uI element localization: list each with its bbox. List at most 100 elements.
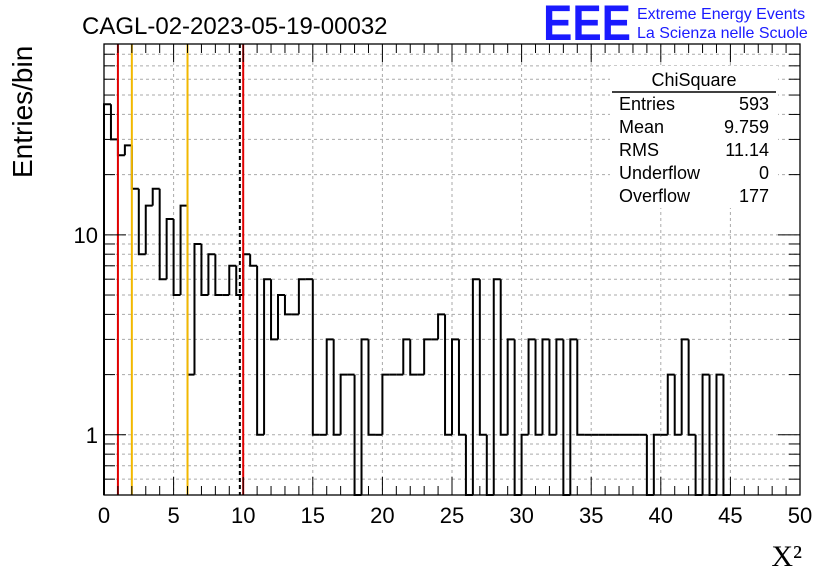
histogram-bin xyxy=(249,254,258,267)
histogram-bin xyxy=(409,339,418,376)
histogram-bin xyxy=(332,339,341,436)
histogram-bin xyxy=(673,374,682,436)
histogram-bin xyxy=(562,339,571,496)
histogram-bin xyxy=(172,218,181,297)
stats-label-mean: Mean xyxy=(619,117,664,137)
histogram-bin xyxy=(165,217,174,280)
x-tick-label: 50 xyxy=(788,503,812,528)
stats-value-underflow: 0 xyxy=(759,163,769,183)
histogram-bin xyxy=(144,204,153,255)
x-tick-label: 20 xyxy=(370,503,394,528)
histogram-bin xyxy=(652,433,661,495)
histogram-bin xyxy=(513,339,522,496)
histogram-bin xyxy=(527,338,536,435)
histogram-bin xyxy=(228,264,237,296)
histogram-bin xyxy=(277,294,285,340)
histogram-bin xyxy=(687,339,696,436)
histogram-bin xyxy=(270,279,278,341)
histogram-bin xyxy=(207,253,216,296)
histogram-bin xyxy=(186,205,195,376)
x-axis-label: X² xyxy=(771,540,802,572)
histogram-bin xyxy=(666,373,675,435)
histogram-bin xyxy=(534,339,543,436)
y-tick-label: 10 xyxy=(74,223,98,248)
x-tick-label: 35 xyxy=(579,503,603,528)
histogram-bin xyxy=(103,103,111,495)
reference-lines xyxy=(116,44,245,495)
histogram-bin xyxy=(715,373,724,495)
stats-value-overflow: 177 xyxy=(739,186,769,206)
x-tick-label: 10 xyxy=(231,503,255,528)
histogram-bin xyxy=(193,242,202,375)
histogram-bin xyxy=(130,145,139,190)
histogram-bin xyxy=(311,279,320,436)
y-tick-labels: 1 10 xyxy=(74,223,98,448)
histogram-bin xyxy=(297,278,306,315)
x-tick-label: 25 xyxy=(440,503,464,528)
histogram-bin xyxy=(116,139,125,157)
histogram-bin xyxy=(283,295,292,316)
histogram-bin xyxy=(548,339,557,436)
histogram-bin xyxy=(200,243,209,297)
x-tick-label: 40 xyxy=(649,503,673,528)
axis-ticks xyxy=(103,43,801,496)
histogram-bin xyxy=(151,187,160,206)
histogram-bin xyxy=(701,373,710,495)
stats-label-entries: Entries xyxy=(619,94,675,114)
histogram-bin xyxy=(367,339,376,436)
histogram-bin xyxy=(360,338,369,495)
histogram-bin xyxy=(109,104,118,141)
histogram-bin xyxy=(520,433,529,495)
eee-logo-line2: La Scienza nelle Scuole xyxy=(637,25,808,42)
y-axis-label: Entries/bin xyxy=(7,46,38,178)
x-tick-label: 15 xyxy=(301,503,325,528)
stats-value-entries: 593 xyxy=(739,94,769,114)
histogram-bin xyxy=(478,279,487,436)
x-tick-label: 0 xyxy=(98,503,110,528)
y-tick-label: 1 xyxy=(86,423,98,448)
histogram-bin xyxy=(680,338,689,435)
x-tick-label: 5 xyxy=(167,503,179,528)
histogram-bin xyxy=(437,313,446,340)
eee-logo: EEE Extreme Energy Events La Scienza nel… xyxy=(543,0,808,51)
stats-label-overflow: Overflow xyxy=(619,186,691,206)
histogram-bin xyxy=(499,279,508,436)
histogram-bin xyxy=(423,338,432,375)
histogram-bin xyxy=(444,314,452,436)
eee-logo-mark: EEE xyxy=(543,0,631,51)
histogram-bin xyxy=(263,278,272,435)
histogram-bin xyxy=(137,188,146,256)
histogram-bin xyxy=(214,254,223,297)
histogram-bin xyxy=(158,188,167,281)
histogram-bin xyxy=(506,338,515,435)
histogram-bin xyxy=(256,265,265,436)
histogram-bin xyxy=(541,338,550,435)
stats-label-rms: RMS xyxy=(619,140,659,160)
stats-box-title: ChiSquare xyxy=(651,70,736,90)
histogram-bin xyxy=(402,338,411,375)
stats-value-rms: 11.14 xyxy=(725,140,769,160)
histogram-bin xyxy=(339,373,348,435)
histogram-bin xyxy=(235,265,244,297)
histogram-bin xyxy=(381,373,390,435)
x-tick-label: 30 xyxy=(509,503,533,528)
chart-title: CAGL-02-2023-05-19-00032 xyxy=(82,13,388,40)
histogram-bin xyxy=(242,253,251,296)
histogram-bin xyxy=(471,278,480,495)
histogram-bin xyxy=(576,339,585,436)
stats-box-background xyxy=(610,66,778,208)
histogram-bin xyxy=(179,204,188,296)
stats-value-mean: 9.759 xyxy=(724,117,769,137)
stats-label-underflow: Underflow xyxy=(619,163,701,183)
histogram-bin xyxy=(492,278,501,495)
histogram-bin xyxy=(325,338,334,435)
histogram-bin xyxy=(457,339,466,436)
histogram-bin xyxy=(451,338,459,435)
x-tick-labels: 0 5 10 15 20 25 30 35 40 45 50 xyxy=(98,503,812,528)
eee-logo-line1: Extreme Energy Events xyxy=(637,6,805,23)
histogram-bin xyxy=(569,338,578,495)
histogram-bin xyxy=(555,338,564,435)
stats-box: ChiSquare Entries 593 Mean 9.759 RMS 11.… xyxy=(610,66,778,208)
histogram-bin xyxy=(123,144,132,156)
